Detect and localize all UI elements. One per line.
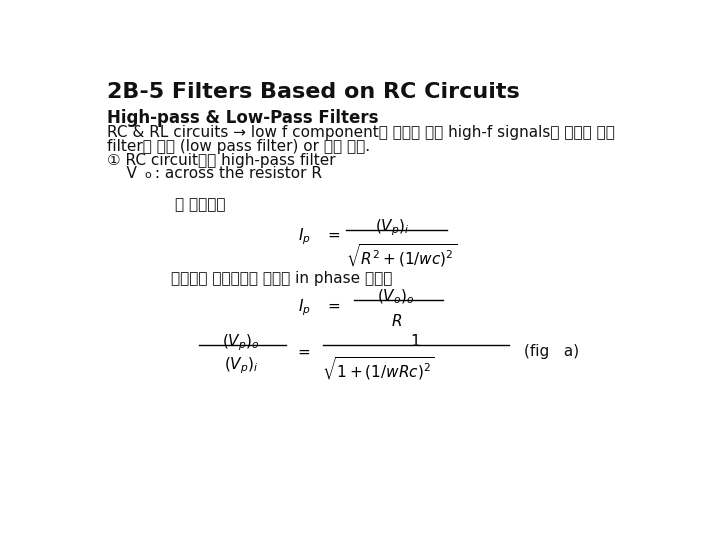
Text: $=$: $=$ <box>325 226 341 241</box>
Text: ① RC circuit에서 high-pass filter: ① RC circuit에서 high-pass filter <box>107 153 336 167</box>
Text: 2B-5 Filters Based on RC Circuits: 2B-5 Filters Based on RC Circuits <box>107 82 520 102</box>
Text: filter로 사용 (low pass filter) or 역이 성립.: filter로 사용 (low pass filter) or 역이 성립. <box>107 139 370 154</box>
Text: $1$: $1$ <box>410 333 420 349</box>
Text: High-pass & Low-Pass Filters: High-pass & Low-Pass Filters <box>107 110 379 127</box>
Text: $R$: $R$ <box>390 313 402 329</box>
Text: : across the resistor R: : across the resistor R <box>150 166 323 181</box>
Text: $(V_p)_o$: $(V_p)_o$ <box>222 333 260 353</box>
Text: $(V_o)_o$: $(V_o)_o$ <box>377 288 415 307</box>
Text: $I_p$: $I_p$ <box>297 226 310 247</box>
Text: $=$: $=$ <box>325 298 341 312</box>
Text: $\sqrt{1 + (1/wRc)^2}$: $\sqrt{1 + (1/wRc)^2}$ <box>323 356 435 383</box>
Text: $=$: $=$ <box>295 343 312 359</box>
Text: (fig   a): (fig a) <box>524 343 579 359</box>
Text: 이 회로에서: 이 회로에서 <box>175 197 226 212</box>
Text: $\sqrt{R^2 + (1/wc)^2}$: $\sqrt{R^2 + (1/wc)^2}$ <box>346 244 456 271</box>
Text: V: V <box>107 166 137 181</box>
Text: 저항에서 전압강하는 전류와 in phase 이며로: 저항에서 전압강하는 전류와 in phase 이며로 <box>171 271 392 286</box>
Text: $(V_p)_i$: $(V_p)_i$ <box>224 356 258 376</box>
Text: o: o <box>144 170 151 179</box>
Text: $(V_p)_i$: $(V_p)_i$ <box>375 217 410 238</box>
Text: RC & RL circuits → low f component를 지나는 동안 high-f signals을 낙추기 위해: RC & RL circuits → low f component를 지나는 … <box>107 125 615 140</box>
Text: $I_p$: $I_p$ <box>297 298 310 318</box>
